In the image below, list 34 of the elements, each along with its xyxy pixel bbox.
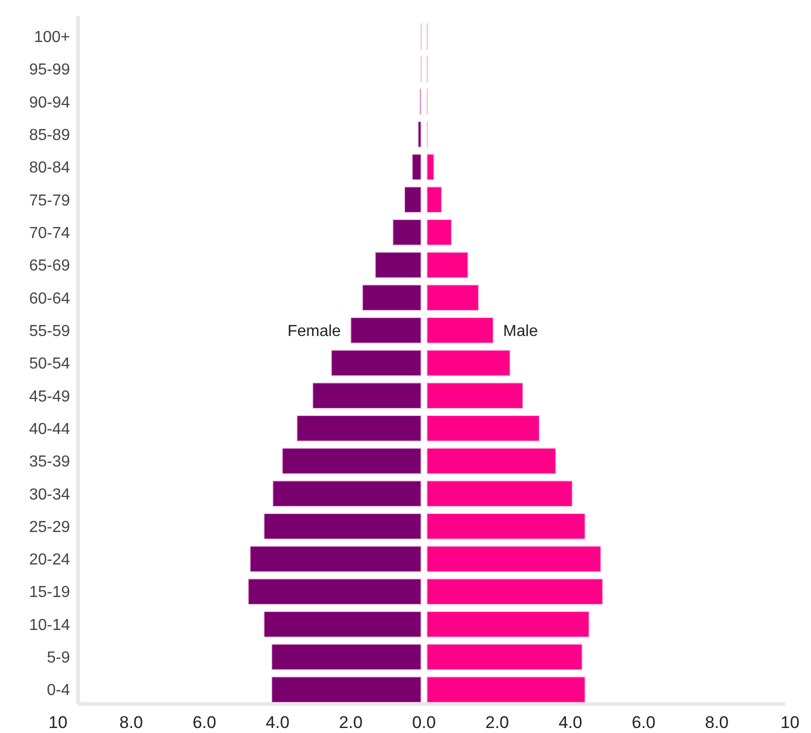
y-tick-label: 55-59 xyxy=(29,322,70,340)
y-tick-label: 10-14 xyxy=(29,616,70,634)
x-tick-label: 2.0 xyxy=(485,713,510,732)
y-tick-label: 65-69 xyxy=(29,258,70,275)
y-tick-label: 100+ xyxy=(34,28,70,46)
y-tick-label: 80-84 xyxy=(29,160,70,177)
series-label: Female xyxy=(287,322,341,340)
series-label: Male xyxy=(503,322,538,340)
y-tick-label: 50-54 xyxy=(29,356,70,373)
x-tick-label: 10 xyxy=(48,713,68,732)
x-tick-label: 2.0 xyxy=(338,713,363,732)
x-tick-label: 4.0 xyxy=(266,713,290,732)
y-tick-label: 5-9 xyxy=(46,650,70,667)
x-tick-label: 4.0 xyxy=(558,713,582,732)
y-tick-label: 75-79 xyxy=(29,192,70,210)
y-tick-label: 40-44 xyxy=(29,420,70,438)
y-tick-label: 45-49 xyxy=(29,388,70,406)
x-tick-label: 6.0 xyxy=(192,713,216,732)
y-tick-label: 20-24 xyxy=(29,552,70,569)
x-tick-label: 8.0 xyxy=(119,713,144,732)
x-tick-label: 6.0 xyxy=(632,713,656,732)
y-tick-label: 90-94 xyxy=(29,94,70,112)
y-tick-label: 95-99 xyxy=(29,62,70,79)
y-tick-label: 15-19 xyxy=(29,584,70,602)
x-tick-label: 10 xyxy=(780,713,800,732)
y-tick-label: 25-29 xyxy=(29,518,70,536)
y-tick-label: 85-89 xyxy=(29,126,70,144)
y-tick-label: 0-4 xyxy=(46,682,70,700)
x-tick-label: 0.0 xyxy=(412,713,436,732)
x-tick-label: 8.0 xyxy=(704,713,729,732)
y-tick-label: 60-64 xyxy=(29,290,70,308)
y-tick-label: 35-39 xyxy=(29,454,70,471)
y-tick-label: 30-34 xyxy=(29,486,70,504)
y-tick-label: 70-74 xyxy=(29,224,70,242)
